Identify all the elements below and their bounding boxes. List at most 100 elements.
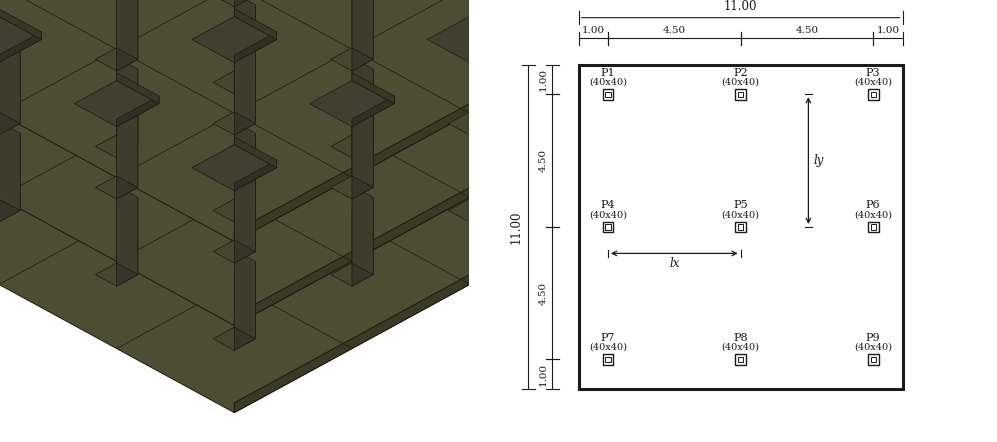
Text: ly: ly: [814, 154, 825, 167]
Polygon shape: [0, 16, 41, 63]
Polygon shape: [192, 145, 276, 191]
Polygon shape: [213, 327, 255, 350]
Polygon shape: [331, 176, 373, 199]
Text: (40x40): (40x40): [854, 343, 892, 352]
Bar: [736, 354, 746, 365]
Polygon shape: [0, 133, 20, 222]
Bar: [870, 357, 876, 362]
Polygon shape: [234, 50, 255, 135]
Text: P7: P7: [601, 333, 615, 343]
Polygon shape: [234, 250, 255, 339]
Polygon shape: [234, 0, 255, 82]
Polygon shape: [331, 135, 373, 158]
Polygon shape: [449, 199, 491, 222]
Text: P6: P6: [866, 200, 880, 210]
Text: 1.00: 1.00: [876, 26, 899, 35]
Polygon shape: [352, 57, 373, 146]
Bar: [870, 91, 876, 97]
Polygon shape: [117, 69, 138, 158]
Polygon shape: [234, 122, 255, 210]
Polygon shape: [117, 197, 138, 286]
Polygon shape: [234, 18, 587, 221]
Polygon shape: [352, 114, 373, 199]
Bar: [868, 354, 878, 365]
Polygon shape: [117, 73, 159, 103]
Text: 1.00: 1.00: [538, 363, 547, 386]
Polygon shape: [352, 186, 373, 274]
Polygon shape: [234, 261, 255, 350]
Polygon shape: [352, 0, 373, 59]
Polygon shape: [234, 178, 255, 263]
Polygon shape: [234, 210, 587, 413]
Bar: [738, 357, 744, 362]
Polygon shape: [234, 133, 255, 222]
Text: (40x40): (40x40): [589, 210, 627, 219]
Polygon shape: [0, 199, 20, 222]
Text: P5: P5: [734, 200, 748, 210]
Text: (40x40): (40x40): [589, 78, 627, 87]
Polygon shape: [96, 176, 138, 199]
Text: (40x40): (40x40): [854, 78, 892, 87]
Polygon shape: [0, 9, 41, 39]
Bar: [605, 357, 611, 362]
Polygon shape: [470, 32, 512, 63]
Text: P4: P4: [601, 200, 615, 210]
Polygon shape: [117, 57, 138, 146]
Polygon shape: [234, 5, 255, 94]
Text: (40x40): (40x40): [722, 210, 760, 219]
Polygon shape: [331, 263, 373, 286]
Bar: [605, 91, 611, 97]
Text: P3: P3: [866, 68, 880, 78]
Polygon shape: [352, 197, 373, 286]
Polygon shape: [234, 123, 587, 325]
Text: P1: P1: [601, 68, 615, 78]
Polygon shape: [0, 112, 20, 135]
Polygon shape: [470, 9, 512, 39]
Polygon shape: [352, 96, 395, 127]
Polygon shape: [0, 32, 41, 63]
Text: 1.00: 1.00: [581, 26, 605, 35]
Text: 4.50: 4.50: [663, 26, 686, 35]
Polygon shape: [0, 0, 587, 325]
Polygon shape: [0, 38, 20, 123]
Polygon shape: [428, 16, 512, 63]
Text: P9: P9: [866, 333, 880, 343]
Text: 4.50: 4.50: [538, 149, 547, 172]
Bar: [603, 89, 613, 99]
Polygon shape: [234, 0, 587, 133]
Polygon shape: [234, 137, 276, 168]
Polygon shape: [470, 122, 491, 210]
Polygon shape: [117, 102, 138, 187]
Polygon shape: [331, 48, 373, 71]
Text: P2: P2: [734, 68, 748, 78]
Polygon shape: [449, 112, 491, 135]
Bar: [736, 89, 746, 99]
Text: 11.00: 11.00: [509, 210, 522, 244]
Text: (40x40): (40x40): [589, 343, 627, 352]
Polygon shape: [213, 0, 255, 7]
Polygon shape: [213, 112, 255, 135]
Polygon shape: [470, 133, 491, 222]
Polygon shape: [234, 166, 255, 251]
Text: lx: lx: [669, 257, 680, 270]
Polygon shape: [470, 50, 491, 135]
Polygon shape: [117, 114, 138, 199]
Text: (40x40): (40x40): [854, 210, 892, 219]
Text: 4.50: 4.50: [796, 26, 819, 35]
Polygon shape: [234, 39, 587, 242]
Polygon shape: [0, 28, 587, 413]
Polygon shape: [234, 0, 587, 50]
Polygon shape: [213, 199, 255, 222]
Polygon shape: [234, 38, 255, 123]
Polygon shape: [234, 9, 276, 39]
Text: P8: P8: [734, 333, 748, 343]
Polygon shape: [234, 0, 255, 7]
Bar: [868, 221, 878, 232]
Polygon shape: [352, 73, 395, 103]
Polygon shape: [74, 80, 159, 127]
Bar: [736, 221, 746, 232]
Polygon shape: [352, 102, 373, 187]
Polygon shape: [0, 122, 20, 210]
Polygon shape: [96, 263, 138, 286]
Polygon shape: [96, 135, 138, 158]
